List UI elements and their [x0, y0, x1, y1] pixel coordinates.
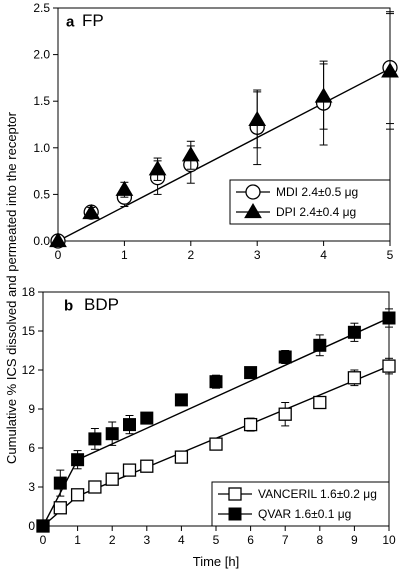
y-tick-label: 0.5 — [33, 187, 50, 201]
data-point — [314, 87, 333, 103]
y-tick-label: 9 — [28, 402, 35, 416]
data-point — [88, 432, 102, 446]
data-point — [209, 375, 223, 389]
data-point — [36, 519, 50, 533]
data-point — [248, 110, 267, 126]
series-qvar-1-6-0-1-g — [36, 308, 396, 533]
data-point — [381, 62, 399, 78]
y-tick-label: 1.0 — [33, 141, 50, 155]
y-tick-label: 18 — [22, 285, 36, 299]
y-tick-label: 6 — [28, 441, 35, 455]
x-tick-label: 6 — [247, 533, 254, 547]
data-point — [347, 325, 361, 339]
x-tick-label: 5 — [213, 533, 220, 547]
data-point — [278, 407, 292, 421]
data-point — [148, 160, 167, 176]
data-point — [82, 204, 101, 220]
series-dpi-2-4-0-4-g — [49, 13, 399, 248]
x-tick-label: 7 — [282, 533, 289, 547]
data-point — [71, 453, 85, 467]
legend: VANCERIL 1.6±0.2 μg QVAR 1.6±0.1 μg — [211, 481, 390, 527]
legend: MDI 2.4±0.5 μg DPI 2.4±0.4 μg — [229, 179, 391, 225]
data-point — [140, 411, 154, 425]
data-point — [313, 338, 327, 352]
legend-marker — [228, 487, 242, 501]
y-tick-label: 0.0 — [33, 234, 50, 248]
data-point — [70, 488, 85, 502]
data-point — [382, 311, 396, 325]
x-axis-label: Time [h] — [193, 554, 239, 569]
legend-marker — [245, 184, 261, 200]
legend-marker — [228, 507, 242, 521]
fit-line — [57, 67, 391, 242]
data-point — [209, 437, 223, 451]
y-tick-label: 2.5 — [33, 1, 50, 15]
x-tick-label: 4 — [320, 248, 327, 262]
x-tick-label: 3 — [143, 533, 150, 547]
legend-label: VANCERIL 1.6±0.2 μg — [258, 487, 377, 501]
series-vanceril-1-6-0-2-g — [36, 357, 396, 533]
data-point — [347, 371, 362, 385]
data-point — [313, 395, 327, 410]
x-tick-label: 5 — [387, 248, 394, 262]
data-point — [244, 366, 258, 380]
data-point — [53, 476, 67, 490]
legend-label: QVAR 1.6±0.1 μg — [258, 507, 351, 521]
y-tick-label: 2.0 — [33, 48, 50, 62]
x-tick-label: 1 — [121, 248, 128, 262]
panel-title: FP — [82, 11, 104, 30]
data-point — [278, 350, 292, 364]
x-tick-label: 9 — [351, 533, 358, 547]
x-tick-label: 8 — [316, 533, 323, 547]
x-tick-label: 1 — [74, 533, 81, 547]
panel-a: 0 1 2 3 4 5 0.0 0.5 1.0 1.5 2.0 2.5 a FP MDI 2.4±0.5 μ… — [33, 1, 399, 262]
data-point — [88, 480, 102, 494]
data-point — [122, 463, 137, 477]
y-tick-label: 3 — [28, 480, 35, 494]
y-tick-label: 12 — [22, 363, 36, 377]
x-tick-label: 3 — [254, 248, 261, 262]
data-point — [123, 418, 136, 432]
x-tick-label: 10 — [382, 533, 396, 547]
data-point — [49, 232, 67, 248]
shared-y-axis-label: Cumulative % ICS dissolved and permeated… — [4, 111, 19, 464]
data-point — [243, 417, 258, 432]
data-point — [181, 146, 200, 162]
y-tick-label: 15 — [22, 324, 36, 338]
panel-letter: a — [66, 13, 75, 30]
x-tick-label: 0 — [40, 533, 47, 547]
x-tick-label: 2 — [109, 533, 116, 547]
data-point — [53, 501, 67, 515]
x-tick-label: 4 — [178, 533, 185, 547]
y-tick-label: 0 — [28, 519, 35, 533]
data-point — [105, 427, 119, 441]
x-tick-label: 2 — [187, 248, 194, 262]
data-point — [115, 180, 134, 196]
data-point — [174, 450, 189, 464]
legend-label: MDI 2.4±0.5 μg — [276, 185, 358, 199]
panel-title: BDP — [84, 295, 119, 314]
legend-marker — [244, 203, 262, 219]
data-point — [174, 393, 188, 407]
x-tick-label: 0 — [55, 248, 62, 262]
legend-label: DPI 2.4±0.4 μg — [276, 205, 356, 219]
y-tick-label: 1.5 — [33, 94, 50, 108]
panel-letter: b — [64, 297, 73, 314]
data-point — [140, 459, 154, 473]
data-point — [382, 359, 396, 373]
data-point — [105, 472, 119, 486]
